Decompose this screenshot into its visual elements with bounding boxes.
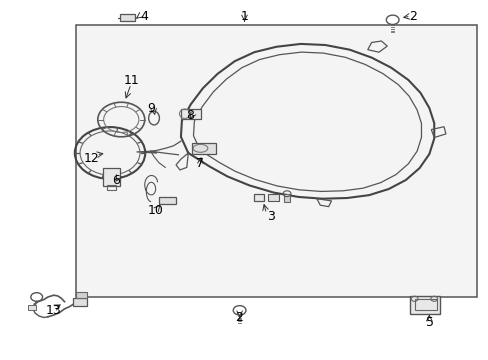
Text: 5: 5 [426, 316, 433, 329]
Bar [414, 299, 436, 310]
Text: 13: 13 [46, 304, 61, 317]
Text: 2: 2 [408, 10, 416, 23]
Bar [267, 194, 278, 201]
Bar [181, 109, 201, 119]
Text: 4: 4 [140, 10, 148, 23]
Text: 9: 9 [147, 102, 155, 114]
Bar [254, 194, 264, 201]
Bar [191, 143, 216, 154]
Bar [73, 298, 87, 306]
Text: 2: 2 [234, 311, 242, 324]
Bar [102, 168, 120, 186]
Text: 11: 11 [124, 75, 140, 87]
Bar [76, 25, 476, 297]
Bar [106, 185, 116, 190]
Text: 12: 12 [84, 152, 100, 165]
Text: 6: 6 [112, 174, 120, 186]
Bar [28, 305, 36, 310]
Text: 8: 8 [185, 109, 193, 122]
Text: 1: 1 [240, 10, 248, 23]
Text: 3: 3 [267, 210, 275, 222]
Bar [120, 14, 135, 21]
Bar [283, 194, 290, 202]
Bar [76, 292, 86, 298]
Bar [409, 296, 439, 314]
Bar [159, 197, 176, 204]
Text: 7: 7 [195, 157, 203, 170]
Text: 10: 10 [147, 204, 163, 217]
